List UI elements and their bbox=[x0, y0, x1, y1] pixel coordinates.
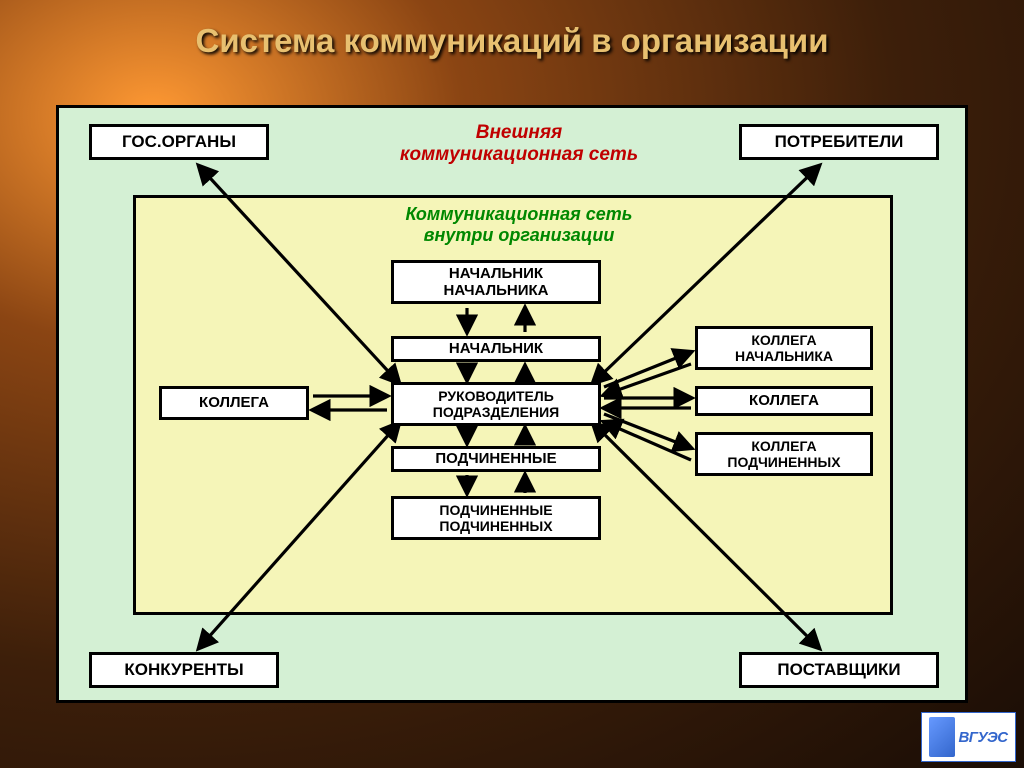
node-sub_sub: ПОДЧИНЕННЫЕ ПОДЧИНЕННЫХ bbox=[391, 496, 601, 540]
external-line1: Внешняя bbox=[476, 122, 563, 143]
internal-line2: внутри организации bbox=[424, 225, 615, 245]
node-suppliers: ПОСТАВЩИКИ bbox=[739, 652, 939, 688]
node-competitors: КОНКУРЕНТЫ bbox=[89, 652, 279, 688]
external-line2: коммуникационная сеть bbox=[400, 144, 638, 165]
internal-line1: Коммуникационная сеть bbox=[406, 204, 633, 224]
node-col_sub: КОЛЛЕГА ПОДЧИНЕННЫХ bbox=[695, 432, 873, 476]
internal-network-label: Коммуникационная сеть внутри организации bbox=[359, 204, 679, 246]
node-gov: ГОС.ОРГАНЫ bbox=[89, 124, 269, 160]
node-colleague_l: КОЛЛЕГА bbox=[159, 386, 309, 420]
outer-network-box: Внешняя коммуникационная сеть Коммуникац… bbox=[56, 105, 968, 703]
node-boss: НАЧАЛЬНИК bbox=[391, 336, 601, 362]
external-network-label: Внешняя коммуникационная сеть bbox=[359, 122, 679, 166]
page-title: Система коммуникаций в организации bbox=[0, 0, 1024, 74]
node-consumers: ПОТРЕБИТЕЛИ bbox=[739, 124, 939, 160]
logo-icon bbox=[929, 717, 955, 757]
node-col_r: КОЛЛЕГА bbox=[695, 386, 873, 416]
node-boss_boss: НАЧАЛЬНИК НАЧАЛЬНИКА bbox=[391, 260, 601, 304]
node-head: РУКОВОДИТЕЛЬ ПОДРАЗДЕЛЕНИЯ bbox=[391, 382, 601, 426]
logo-text: ВГУЭС bbox=[958, 729, 1007, 746]
node-sub: ПОДЧИНЕННЫЕ bbox=[391, 446, 601, 472]
node-col_boss: КОЛЛЕГА НАЧАЛЬНИКА bbox=[695, 326, 873, 370]
logo: ВГУЭС bbox=[921, 712, 1016, 762]
